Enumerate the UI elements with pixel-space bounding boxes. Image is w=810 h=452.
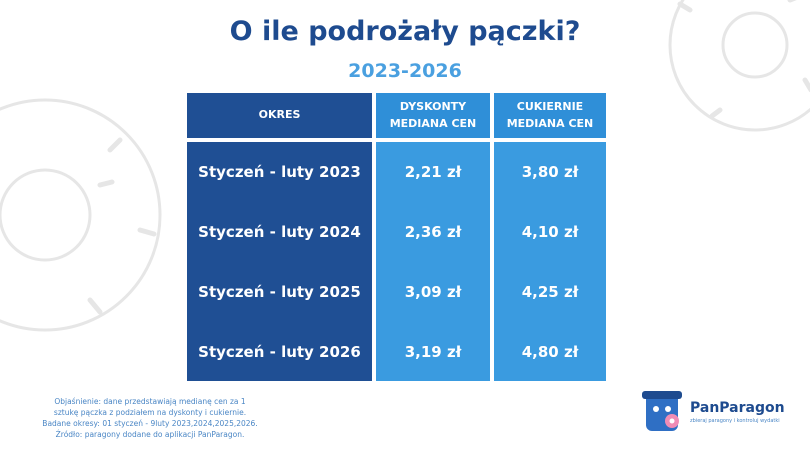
table: OKRES DYSKONTY MEDIANA CEN CUKIERNIE MEDIA…: [187, 93, 606, 381]
period-cell: Styczeń - luty 2026: [187, 322, 372, 381]
subtitle: 2023-2026: [348, 60, 462, 82]
title: O ile podrożały pączki?: [229, 16, 581, 47]
column-header: OKRES: [187, 93, 372, 138]
price-cell: 3,80 zł: [494, 142, 606, 202]
logo-tagline: zbieraj paragony i kontroluj wydatki: [690, 418, 780, 424]
period-cell: Styczeń - luty 2024: [187, 202, 372, 262]
column-header: DYSKONTY MEDIANA CEN: [376, 93, 490, 138]
logo-icon: [642, 391, 682, 431]
price-cell: 2,36 zł: [376, 202, 490, 262]
price-cell: 4,80 zł: [494, 322, 606, 381]
period-cell: Styczeń - luty 2025: [187, 262, 372, 322]
price-cell: 3,09 zł: [376, 262, 490, 322]
footnote-line: Badane okresy: 01 styczeń - 9luty 2023,2…: [42, 419, 258, 428]
period-cell: Styczeń - luty 2023: [187, 142, 372, 202]
footnote-line: sztukę pączka z podziałem na dyskonty i …: [53, 408, 247, 417]
footnote-line: Objaśnienie: dane przedstawiają medianę …: [54, 397, 246, 406]
price-cell: 4,25 zł: [494, 262, 606, 322]
price-cell: 4,10 zł: [494, 202, 606, 262]
price-cell: 3,19 zł: [376, 322, 490, 381]
footnote-line: Źródło: paragony dodane do aplikacji Pan…: [55, 430, 245, 439]
price-cell: 2,21 zł: [376, 142, 490, 202]
footnote: Objaśnienie: dane przedstawiają medianę …: [20, 396, 280, 440]
column-header: CUKIERNIE MEDIANA CEN: [494, 93, 606, 138]
logo-name: PanParagon: [690, 400, 785, 416]
